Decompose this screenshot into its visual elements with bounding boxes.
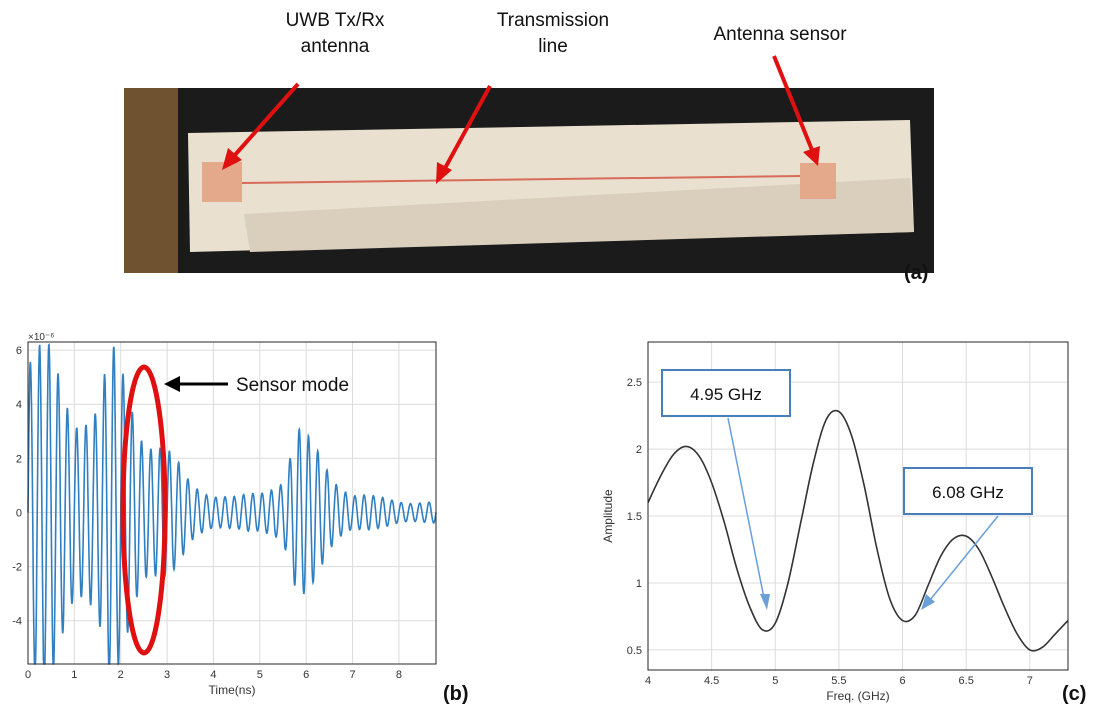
sensor-antenna-patch xyxy=(800,163,836,199)
x-tick-label: 5 xyxy=(772,675,778,687)
x-axis-label: Freq. (GHz) xyxy=(826,689,889,703)
callout-transmission-line: Transmission line xyxy=(468,8,638,60)
y-tick-label: 4 xyxy=(16,399,22,411)
x-tick-labels: 4 4.5 5 5.5 6 6.5 7 xyxy=(645,675,1033,687)
sensor-mode-ellipse xyxy=(120,364,168,656)
frequency-domain-chart: 0.5 1 1.5 2 2.5 4 4.5 5 5.5 6 6.5 7 Freq. (GHz) Am… xyxy=(601,341,1069,703)
callout-6-08-text: 6.08 GHz xyxy=(932,483,1004,502)
y-tick-label: 6 xyxy=(16,345,22,357)
y-tick-label: 1.5 xyxy=(627,511,642,523)
y-exponent-label: ×10⁻⁶ xyxy=(28,332,54,343)
y-tick-label: 2.5 xyxy=(627,377,642,389)
callout-box-6-08: 6.08 GHz xyxy=(903,467,1033,610)
panel-b-label: (b) xyxy=(443,683,469,705)
callout-transmission-line1: Transmission xyxy=(496,10,610,31)
y-tick-label: -4 xyxy=(12,616,22,628)
x-tick-label: 1 xyxy=(71,669,77,681)
x-tick-label: 7 xyxy=(349,669,355,681)
y-tick-label: 2 xyxy=(16,453,22,465)
callout-uwb-line1: UWB Tx/Rx xyxy=(285,10,385,31)
x-tick-label: 6 xyxy=(899,675,905,687)
x-tick-label: 6 xyxy=(303,669,309,681)
plot-frame xyxy=(647,341,1069,671)
y-axis-label: Amplitude xyxy=(601,489,615,543)
y-tick-labels: -4 -2 0 2 4 6 xyxy=(12,345,22,628)
callout-4-95-text: 4.95 GHz xyxy=(690,385,762,404)
x-tick-label: 6.5 xyxy=(959,675,974,687)
callout-transmission-line2: line xyxy=(538,36,568,57)
x-axis-label: Time(ns) xyxy=(209,683,256,697)
x-tick-label: 2 xyxy=(118,669,124,681)
y-tick-label: -2 xyxy=(12,562,22,574)
y-tick-label: 0.5 xyxy=(627,645,642,657)
series-line xyxy=(647,409,1069,652)
series-line xyxy=(27,342,437,666)
sensor-mode-arrow xyxy=(164,376,228,392)
antenna-photo xyxy=(124,55,934,273)
x-tick-label: 5.5 xyxy=(831,675,846,687)
x-tick-label: 8 xyxy=(396,669,402,681)
panel-a-label: (a) xyxy=(904,262,929,284)
x-tick-label: 0 xyxy=(25,669,31,681)
transmission-line xyxy=(241,175,801,184)
panel-c-label: (c) xyxy=(1062,683,1087,705)
x-tick-label: 7 xyxy=(1027,675,1033,687)
callout-box-4-95: 4.95 GHz xyxy=(661,369,791,610)
x-tick-label: 4.5 xyxy=(704,675,719,687)
x-tick-label: 5 xyxy=(257,669,263,681)
sensor-mode-label: Sensor mode xyxy=(236,375,349,396)
x-tick-label: 4 xyxy=(210,669,216,681)
callout-uwb-line2: antenna xyxy=(300,36,370,57)
x-tick-labels: 0 1 2 3 4 5 6 7 8 xyxy=(25,669,402,681)
uwb-antenna-patch xyxy=(202,162,242,202)
y-tick-label: 2 xyxy=(636,444,642,456)
time-domain-chart: -4 -2 0 2 4 6 0 1 2 3 4 5 6 7 8 ×10⁻⁶ Time(ns) Sensor… xyxy=(12,332,437,697)
x-tick-label: 3 xyxy=(164,669,170,681)
x-tick-label: 4 xyxy=(645,675,651,687)
plot-frame xyxy=(27,341,437,665)
callout-antenna-sensor: Antenna sensor xyxy=(713,24,847,45)
y-tick-label: 1 xyxy=(636,578,642,590)
y-tick-labels: 0.5 1 1.5 2 2.5 xyxy=(627,377,642,657)
y-tick-label: 0 xyxy=(16,507,22,519)
grid xyxy=(647,342,1068,670)
callout-uwb-antenna: UWB Tx/Rx antenna xyxy=(250,8,420,60)
